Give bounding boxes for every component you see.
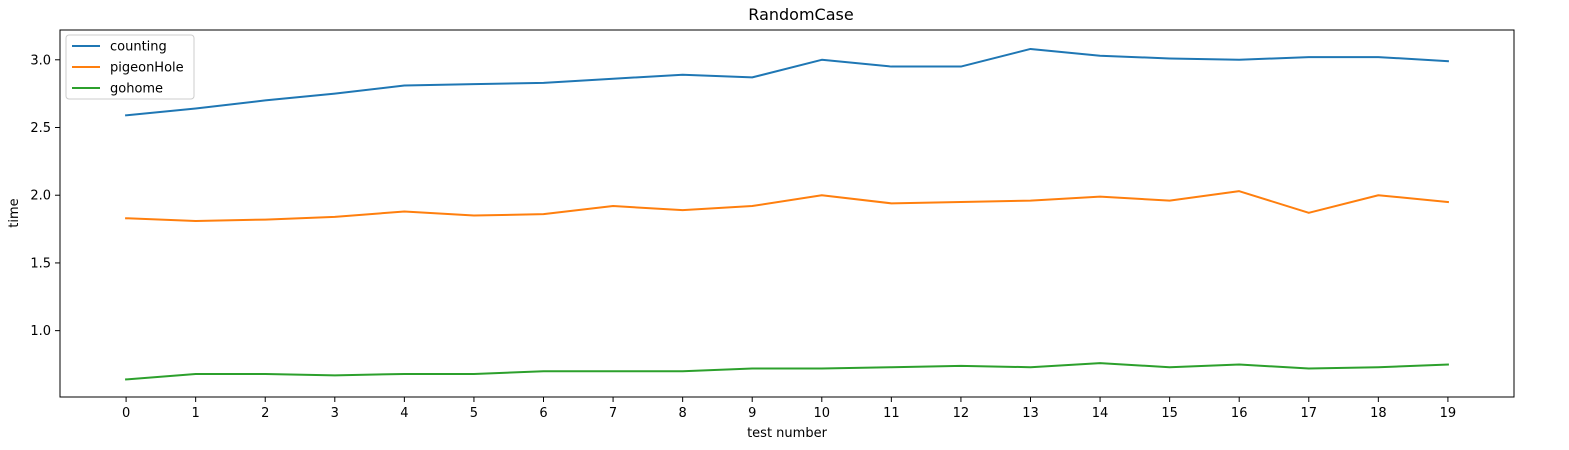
x-tick-label: 10 [814, 406, 831, 421]
legend-label-pigeonHole: pigeonHole [110, 61, 184, 76]
x-tick-label: 18 [1370, 406, 1387, 421]
x-tick-label: 3 [331, 406, 339, 421]
marks-layer [124, 47, 1450, 381]
x-tick-label: 4 [400, 406, 408, 421]
x-tick-label: 15 [1161, 406, 1178, 421]
x-tick-label: 19 [1440, 406, 1457, 421]
x-tick-label: 1 [192, 406, 200, 421]
x-tick-label: 0 [122, 406, 130, 421]
y-axis-label: time [7, 198, 22, 227]
x-tick-label: 17 [1300, 406, 1317, 421]
x-tick-label: 5 [470, 406, 478, 421]
x-tick-label: 13 [1022, 406, 1039, 421]
legend: counting pigeonHole gohome [65, 34, 195, 100]
x-tick-label: 11 [883, 406, 900, 421]
x-tick-label: 14 [1092, 406, 1109, 421]
x-tick-label: 8 [679, 406, 687, 421]
x-axis-ticks: 0 1 2 3 4 5 6 7 8 9 10 11 12 13 14 15 16 17 18 19 [122, 397, 1456, 421]
x-axis-label: test number [747, 426, 827, 441]
y-tick-label: 2.5 [30, 121, 51, 136]
series-line-gohome [125, 362, 1449, 381]
y-axis-ticks: 1.0 1.5 2.0 2.5 3.0 [30, 53, 60, 339]
y-tick-label: 2.0 [30, 189, 51, 204]
y-tick-label: 3.0 [30, 53, 51, 68]
y-tick-label: 1.5 [30, 256, 51, 271]
legend-label-gohome: gohome [110, 82, 163, 97]
plot-frame [59, 29, 1515, 398]
chart-title: RandomCase [748, 5, 853, 24]
plot-background [60, 30, 1514, 397]
legend-box [65, 34, 195, 100]
y-tick-label: 1.0 [30, 324, 51, 339]
x-tick-label: 2 [261, 406, 269, 421]
series-line-counting [124, 47, 1449, 117]
legend-label-counting: counting [110, 40, 167, 55]
x-tick-label: 16 [1231, 406, 1248, 421]
x-tick-label: 7 [609, 406, 617, 421]
series-line-pigeonHole [125, 190, 1450, 222]
x-tick-label: 6 [539, 406, 547, 421]
x-tick-label: 9 [748, 406, 756, 421]
x-tick-label: 12 [953, 406, 970, 421]
